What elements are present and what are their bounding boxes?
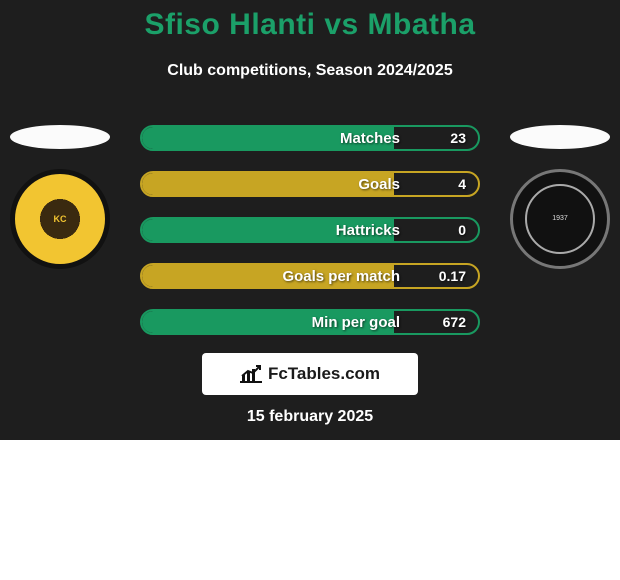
date-line: 15 february 2025 [0, 408, 620, 426]
stat-bar: Goals per match 0.17 [140, 263, 480, 289]
left-ellipse-decor [10, 125, 110, 149]
right-team-crest: 1937 [510, 169, 610, 269]
stat-label: Matches [142, 127, 400, 149]
stat-label: Hattricks [142, 219, 400, 241]
stat-bar: Goals 4 [140, 171, 480, 197]
brand-text: FcTables.com [268, 364, 380, 384]
brand-badge[interactable]: FcTables.com [202, 353, 418, 395]
stat-value: 0.17 [439, 265, 466, 287]
stat-bar: Matches 23 [140, 125, 480, 151]
right-crest-inner: 1937 [525, 184, 595, 254]
comparison-panel: Sfiso Hlanti vs Mbatha Club competitions… [0, 0, 620, 440]
stat-label: Goals [142, 173, 400, 195]
subtitle: Club competitions, Season 2024/2025 [0, 62, 620, 80]
stat-value: 0 [458, 219, 466, 241]
stat-label: Min per goal [142, 311, 400, 333]
stat-label: Goals per match [142, 265, 400, 287]
stats-list: Matches 23 Goals 4 Hattricks 0 Goals per match… [140, 125, 480, 355]
stat-value: 23 [450, 127, 466, 149]
right-crest-year: 1937 [552, 215, 568, 223]
left-team-crest: KC [10, 169, 110, 269]
left-crest-inner: KC [25, 184, 95, 254]
page-title: Sfiso Hlanti vs Mbatha [0, 8, 620, 42]
stat-value: 672 [443, 311, 466, 333]
right-team-column: 1937 [500, 125, 620, 269]
stat-bar: Hattricks 0 [140, 217, 480, 243]
stat-value: 4 [458, 173, 466, 195]
right-ellipse-decor [510, 125, 610, 149]
left-team-column: KC [0, 125, 120, 269]
chart-icon [240, 365, 262, 383]
stat-bar: Min per goal 672 [140, 309, 480, 335]
